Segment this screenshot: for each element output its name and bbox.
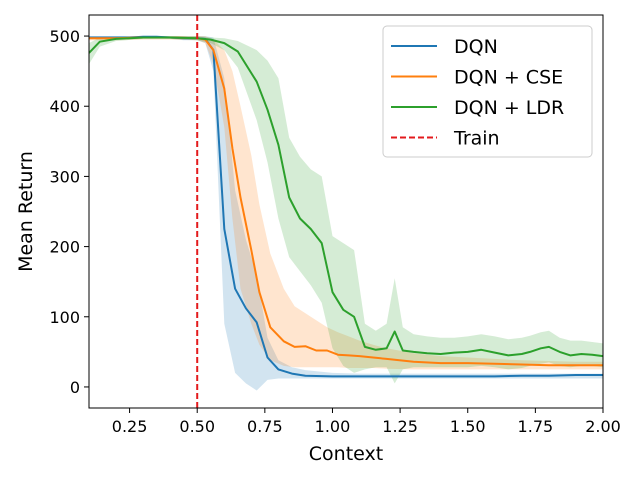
legend-label: DQN + LDR <box>454 97 564 119</box>
x-tick-label: 1.50 <box>450 417 486 436</box>
y-tick-label: 500 <box>49 27 80 46</box>
legend-box <box>382 25 593 158</box>
x-tick-label: 0.50 <box>179 417 215 436</box>
y-tick-label: 0 <box>70 378 80 397</box>
x-tick-label: 1.25 <box>382 417 418 436</box>
x-tick-label: 2.00 <box>585 417 621 436</box>
x-tick-label: 1.75 <box>518 417 554 436</box>
y-tick-label: 400 <box>49 97 80 116</box>
legend: DQN DQN + CSE DQN + LDR Train <box>382 25 593 158</box>
legend-label: Train <box>453 128 500 150</box>
y-axis-label: Mean Return <box>15 151 37 272</box>
y-axis-ticks: 0 100 200 300 400 500 <box>49 27 89 397</box>
x-tick-label: 0.75 <box>247 417 283 436</box>
x-tick-label: 1.00 <box>315 417 351 436</box>
series-lines <box>89 35 603 378</box>
legend-label: DQN <box>454 36 498 58</box>
x-axis-label: Context <box>309 443 383 465</box>
y-tick-label: 300 <box>49 167 80 186</box>
x-axis-ticks: 0.25 0.50 0.75 1.00 1.25 1.50 1.75 2.00 <box>112 408 621 436</box>
y-tick-label: 200 <box>49 238 80 257</box>
series-line-3 <box>89 36 603 358</box>
x-tick-label: 0.25 <box>112 417 148 436</box>
plot-frame <box>88 14 604 409</box>
legend-label: DQN + CSE <box>454 67 563 89</box>
y-tick-label: 100 <box>49 308 80 327</box>
